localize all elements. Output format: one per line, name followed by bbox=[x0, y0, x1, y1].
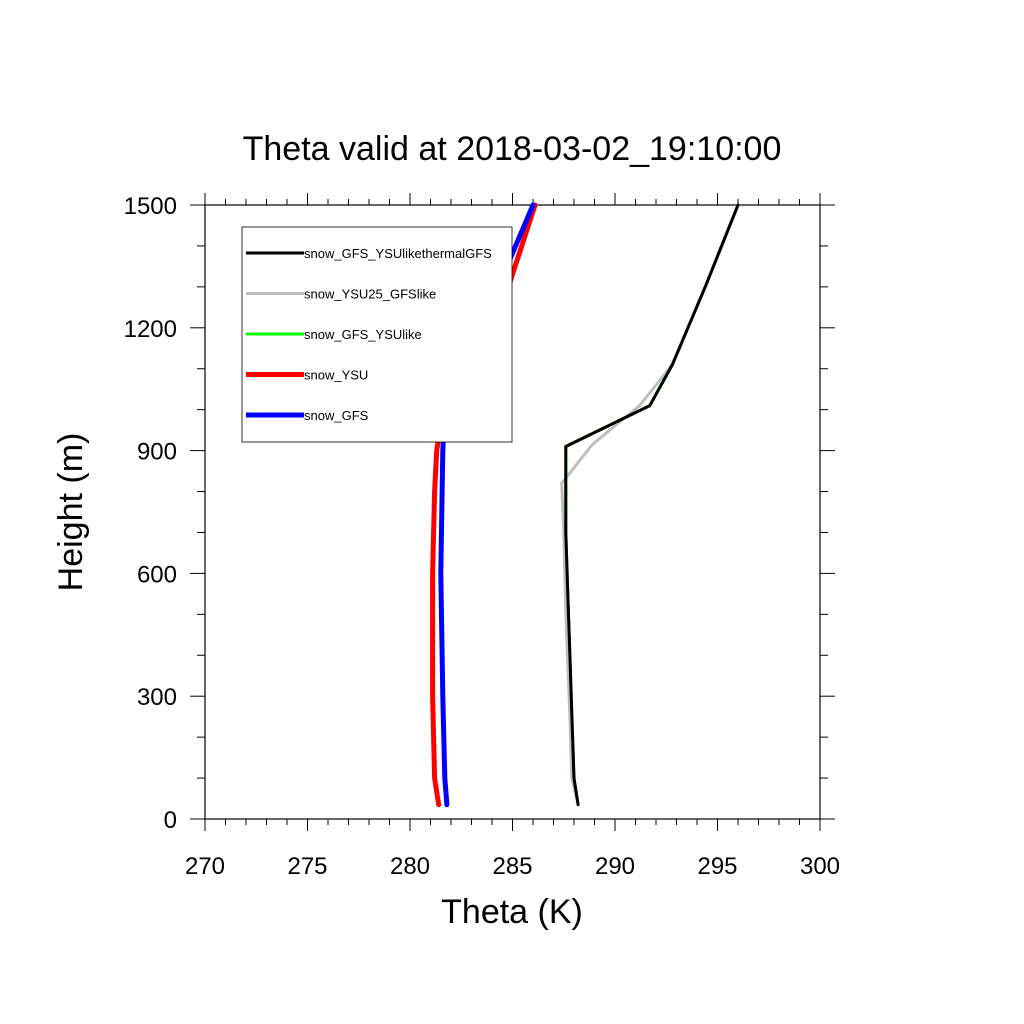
x-tick-label: 280 bbox=[390, 853, 430, 880]
series-line-snow_GFS_YSUlike bbox=[564, 203, 740, 807]
x-tick-label: 295 bbox=[697, 853, 737, 880]
legend-label: snow_GFS bbox=[304, 408, 369, 423]
x-tick-label: 275 bbox=[287, 853, 327, 880]
y-tick-label: 0 bbox=[164, 807, 177, 834]
y-tick-label: 900 bbox=[137, 439, 177, 466]
x-tick-label: 290 bbox=[595, 853, 635, 880]
y-axis-title: Height (m) bbox=[52, 433, 90, 592]
legend-label: snow_GFS_YSUlike bbox=[304, 327, 422, 342]
y-tick-label: 300 bbox=[137, 684, 177, 711]
y-tick-label: 1500 bbox=[124, 193, 177, 220]
x-tick-label: 270 bbox=[185, 853, 225, 880]
series-line-snow_GFS_YSUlikethermalGFS bbox=[564, 203, 740, 807]
chart-title: Theta valid at 2018-03-02_19:10:00 bbox=[243, 130, 782, 168]
x-tick-label: 300 bbox=[800, 853, 840, 880]
y-tick-label: 1200 bbox=[124, 316, 177, 343]
y-tick-label: 600 bbox=[137, 561, 177, 588]
legend-label: snow_GFS_YSUlikethermalGFS bbox=[304, 246, 492, 261]
x-tick-label: 285 bbox=[492, 853, 532, 880]
legend: snow_GFS_YSUlikethermalGFS snow_YSU25_GFS… bbox=[241, 226, 513, 443]
x-axis-title: Theta (K) bbox=[441, 893, 583, 931]
series-line-snow_YSU25_GFSlike bbox=[560, 203, 740, 807]
legend-label: snow_YSU bbox=[304, 368, 368, 383]
legend-label: snow_YSU25_GFSlike bbox=[304, 287, 436, 302]
